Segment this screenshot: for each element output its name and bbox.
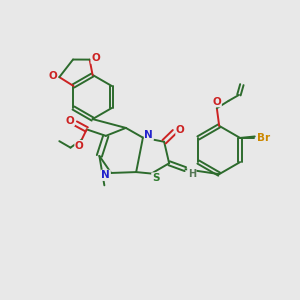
Text: O: O <box>176 125 185 135</box>
Text: O: O <box>49 71 57 81</box>
Text: N: N <box>101 170 110 180</box>
Text: Br: Br <box>256 133 270 143</box>
Text: H: H <box>188 169 196 178</box>
Text: O: O <box>75 141 84 151</box>
Text: O: O <box>65 116 74 126</box>
Text: O: O <box>212 97 221 107</box>
Text: S: S <box>152 173 159 183</box>
Text: O: O <box>91 53 100 63</box>
Text: N: N <box>144 130 153 140</box>
